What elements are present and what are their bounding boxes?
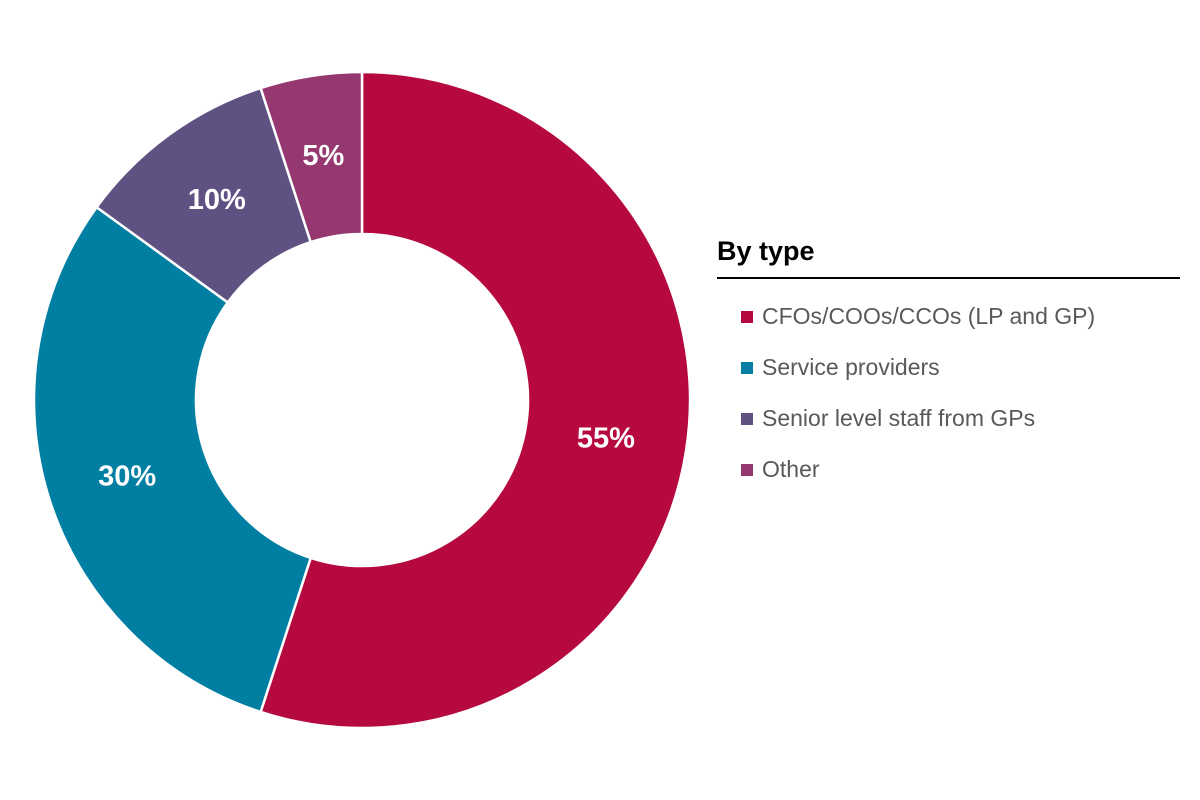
legend-label: Service providers <box>762 354 940 380</box>
legend-list: CFOs/COOs/CCOs (LP and GP) Service provi… <box>717 291 1180 495</box>
legend-item: CFOs/COOs/CCOs (LP and GP) <box>717 291 1180 342</box>
donut-chart: 55% 30% 10% 5% <box>32 70 692 730</box>
legend-label: CFOs/COOs/CCOs (LP and GP) <box>762 303 1096 329</box>
donut-slice <box>259 70 364 244</box>
legend-title: By type <box>717 236 1180 279</box>
legend-swatch <box>741 412 753 425</box>
donut-slice <box>32 205 313 714</box>
legend-item: Other <box>717 444 1180 495</box>
legend-label: Other <box>762 456 820 482</box>
slice-data-label: 30% <box>98 460 156 492</box>
slice-data-label: 55% <box>577 423 635 455</box>
slice-data-label: 10% <box>188 184 246 216</box>
legend-swatch <box>741 310 753 323</box>
legend-item: Service providers <box>717 342 1180 393</box>
legend-swatch <box>741 361 753 374</box>
slice-data-label: 5% <box>302 140 344 172</box>
legend-item: Senior level staff from GPs <box>717 393 1180 444</box>
legend-swatch <box>741 463 753 476</box>
donut-slice <box>259 70 692 730</box>
legend: By type CFOs/COOs/CCOs (LP and GP) Servi… <box>717 236 1180 495</box>
legend-label: Senior level staff from GPs <box>762 405 1036 431</box>
